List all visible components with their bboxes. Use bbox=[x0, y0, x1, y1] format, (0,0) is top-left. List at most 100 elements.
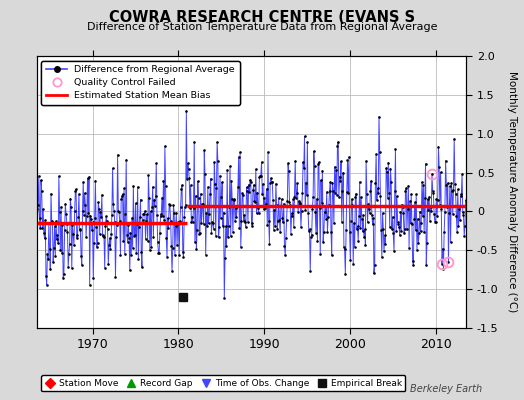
Point bbox=[183, 160, 192, 166]
Point bbox=[264, 149, 272, 155]
Point bbox=[205, 210, 213, 217]
Point bbox=[351, 244, 359, 250]
Point bbox=[387, 178, 395, 185]
Point bbox=[148, 184, 157, 190]
Point bbox=[64, 264, 72, 270]
Point bbox=[296, 200, 304, 206]
Point bbox=[446, 239, 455, 246]
Point bbox=[381, 240, 390, 247]
Point bbox=[312, 196, 321, 202]
Point bbox=[435, 164, 443, 170]
Text: COWRA RESEARCH CENTRE (EVANS S: COWRA RESEARCH CENTRE (EVANS S bbox=[109, 10, 415, 25]
Point bbox=[260, 194, 269, 201]
Point bbox=[277, 196, 286, 202]
Point bbox=[369, 215, 377, 222]
Point bbox=[167, 218, 175, 224]
Point bbox=[116, 252, 125, 258]
Point bbox=[189, 204, 198, 211]
Point bbox=[50, 223, 59, 230]
Point bbox=[401, 187, 410, 194]
Point bbox=[400, 226, 409, 232]
Point bbox=[340, 244, 348, 250]
Point bbox=[419, 182, 428, 188]
Point bbox=[66, 240, 74, 247]
Point bbox=[81, 190, 89, 196]
Point bbox=[304, 228, 313, 234]
Point bbox=[179, 253, 188, 260]
Point bbox=[154, 239, 162, 245]
Point bbox=[151, 192, 160, 199]
Point bbox=[191, 193, 200, 199]
Point bbox=[118, 191, 127, 198]
Point bbox=[388, 214, 397, 220]
Point bbox=[45, 220, 53, 226]
Point bbox=[324, 213, 332, 220]
Point bbox=[322, 188, 331, 195]
Point bbox=[344, 189, 352, 196]
Point bbox=[278, 215, 287, 222]
Point bbox=[336, 177, 344, 184]
Point bbox=[385, 190, 393, 196]
Point bbox=[305, 226, 314, 232]
Point bbox=[357, 194, 365, 200]
Point bbox=[337, 219, 346, 225]
Point bbox=[347, 218, 355, 224]
Point bbox=[40, 229, 48, 236]
Point bbox=[372, 151, 380, 157]
Point bbox=[348, 202, 357, 208]
Point bbox=[414, 240, 422, 246]
Point bbox=[429, 190, 438, 196]
Point bbox=[270, 206, 279, 213]
Point bbox=[220, 295, 228, 302]
Point bbox=[159, 213, 167, 220]
Point bbox=[315, 205, 324, 212]
Point bbox=[440, 228, 449, 235]
Point bbox=[458, 171, 466, 177]
Point bbox=[457, 191, 465, 197]
Point bbox=[354, 238, 363, 244]
Point bbox=[368, 211, 376, 218]
Point bbox=[111, 273, 119, 280]
Point bbox=[318, 200, 326, 206]
Point bbox=[313, 238, 322, 244]
Point bbox=[190, 138, 199, 145]
Point bbox=[452, 212, 461, 219]
Point bbox=[78, 208, 86, 214]
Point bbox=[86, 212, 94, 219]
Point bbox=[359, 212, 367, 218]
Point bbox=[154, 250, 162, 256]
Point bbox=[217, 194, 226, 200]
Point bbox=[402, 185, 410, 191]
Point bbox=[149, 234, 158, 240]
Point bbox=[325, 188, 334, 195]
Point bbox=[419, 213, 427, 219]
Point bbox=[458, 209, 467, 216]
Point bbox=[306, 268, 314, 274]
Point bbox=[113, 222, 121, 228]
Point bbox=[166, 202, 174, 208]
Point bbox=[350, 220, 358, 226]
Point bbox=[46, 266, 54, 272]
Point bbox=[398, 204, 407, 210]
Point bbox=[133, 221, 141, 227]
Point bbox=[365, 210, 374, 216]
Point bbox=[38, 225, 47, 231]
Point bbox=[181, 202, 190, 208]
Point bbox=[252, 166, 260, 172]
Point bbox=[93, 244, 101, 250]
Point bbox=[301, 207, 309, 213]
Point bbox=[329, 188, 337, 194]
Point bbox=[221, 254, 229, 261]
Point bbox=[48, 218, 57, 224]
Point bbox=[230, 196, 238, 202]
Point bbox=[79, 179, 88, 185]
Point bbox=[105, 242, 113, 248]
Point bbox=[224, 234, 232, 240]
Point bbox=[101, 264, 109, 271]
Point bbox=[413, 216, 422, 222]
Point bbox=[146, 208, 155, 215]
Point bbox=[105, 235, 114, 241]
Point bbox=[406, 220, 414, 226]
Point bbox=[249, 187, 257, 193]
Point bbox=[462, 197, 470, 204]
